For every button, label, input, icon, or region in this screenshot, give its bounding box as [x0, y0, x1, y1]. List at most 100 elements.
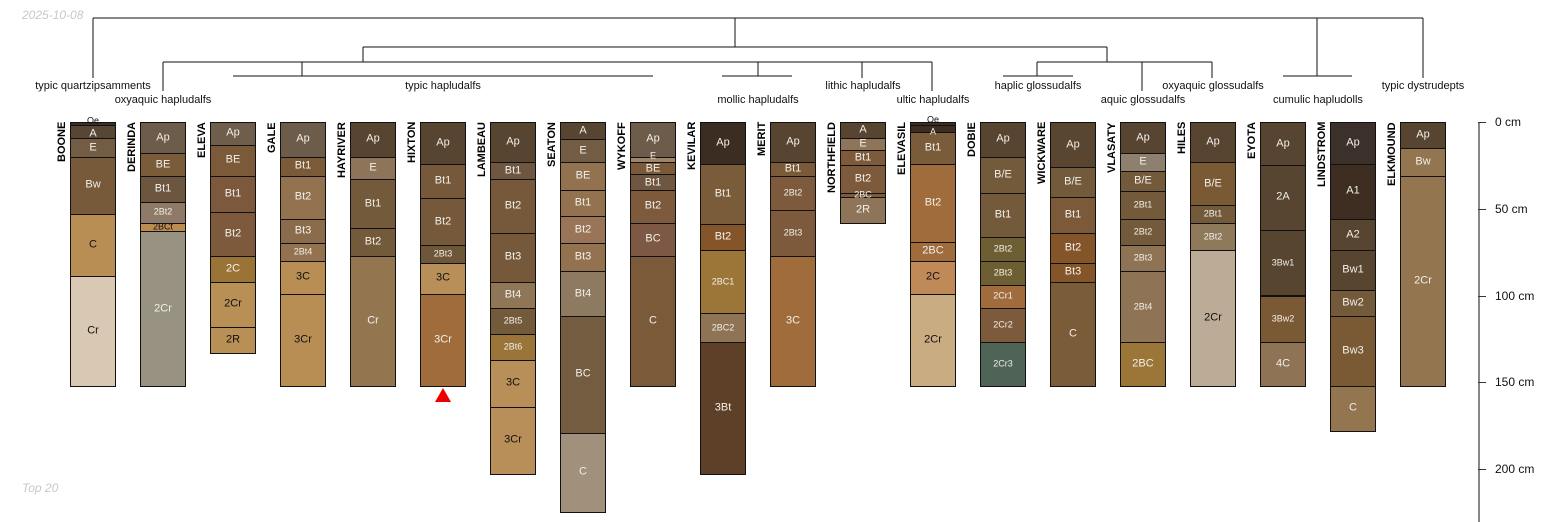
horizon-label: 3Cr: [434, 333, 452, 346]
horizon-label: 2Bt6: [503, 341, 523, 352]
horizon-label: 2BC: [922, 244, 944, 257]
horizon-label: Ap: [1136, 131, 1150, 144]
horizon: [210, 255, 256, 283]
horizon-label: 3Bt: [714, 401, 732, 414]
taxon-label: haplic glossudalfs: [994, 80, 1082, 92]
horizon-label: Bt2: [714, 230, 732, 243]
profile-name: ELKMOUND: [1386, 122, 1398, 186]
horizon-label: Bt3: [574, 250, 592, 263]
horizon: [280, 260, 326, 295]
taxon-label: mollic hapludalfs: [717, 94, 799, 106]
horizon: [980, 307, 1026, 344]
horizon-label: Bw: [85, 178, 101, 191]
horizon-label: 2Bt2: [1203, 231, 1223, 241]
horizon: [1190, 250, 1236, 387]
horizon-label: Bt1: [434, 174, 452, 187]
horizon-label: Bt1: [154, 182, 172, 195]
horizon-label: A: [859, 123, 867, 136]
horizon-label: BE: [645, 162, 661, 175]
horizon-label: Ap: [436, 136, 450, 149]
horizon: [1260, 165, 1306, 231]
horizon: [490, 307, 536, 335]
horizon-label: 2C: [225, 262, 241, 275]
taxon-label: aquic glossudalfs: [1100, 94, 1186, 106]
horizon-label: 2BC: [1132, 357, 1154, 370]
horizon-label: 2Bt1: [1133, 199, 1153, 210]
horizon-label: Ap: [226, 126, 240, 139]
horizon: [1330, 163, 1376, 221]
horizon-label: E: [1139, 155, 1147, 168]
horizon-label: Bw1: [1342, 263, 1364, 276]
taxon-label: oxyaquic hapludalfs: [114, 94, 212, 106]
horizon-label: A1: [1346, 184, 1360, 197]
horizon-label: Bt2: [644, 199, 662, 212]
depth-tick-label: 200 cm: [1495, 462, 1535, 476]
profile-name: VLASATY: [1106, 122, 1118, 173]
horizon-label: BC: [645, 232, 661, 245]
depth-tick: [1478, 122, 1486, 123]
horizon-label: E: [859, 137, 867, 150]
horizon: [1330, 385, 1376, 432]
horizon: [700, 122, 746, 165]
horizon: [980, 122, 1026, 158]
horizon: [350, 255, 396, 387]
horizon-label: C: [1069, 327, 1077, 340]
horizon-label: 2R: [855, 203, 871, 216]
horizon-label: 2Bt3: [433, 248, 453, 259]
profile-name: HIXTON: [406, 121, 418, 163]
horizon-label: Bt1: [364, 197, 382, 210]
horizon-label: B/E: [1064, 175, 1082, 188]
profile-name: DERINDA: [126, 121, 138, 172]
horizon-label: Bt1: [924, 141, 942, 154]
horizon: [1120, 245, 1166, 273]
horizon-label: 3Bw2: [1271, 313, 1295, 324]
horizon-label: Bt2: [504, 199, 522, 212]
horizon-label: 3C: [785, 314, 801, 327]
horizon: [910, 163, 956, 243]
horizon: [1260, 295, 1306, 344]
horizon-label: 2Bt4: [293, 246, 313, 257]
horizon-label: 2Bt2: [993, 243, 1013, 254]
horizon-label: Ap: [156, 131, 170, 144]
horizon-label: B/E: [994, 168, 1012, 181]
depth-axis-line: [1478, 122, 1480, 522]
taxon-label: oxyaquic glossudalfs: [1162, 80, 1264, 92]
horizon: [700, 163, 746, 226]
horizon-label: 2C: [925, 270, 941, 283]
horizon-label: Ap: [1206, 135, 1220, 148]
horizon-label: Oe: [926, 114, 940, 125]
horizon-label: Bt2: [224, 227, 242, 240]
horizon-label: 2BC2: [711, 322, 735, 333]
horizon: [1330, 290, 1376, 318]
depth-tick: [1478, 469, 1486, 470]
horizon: [210, 144, 256, 177]
horizon-label: B/E: [1134, 174, 1152, 187]
horizon-label: 2Cr: [924, 333, 942, 346]
horizon: [1400, 122, 1446, 150]
dendrogram-glossudalf-branch: [1036, 61, 1213, 91]
horizon: [770, 255, 816, 387]
horizon-label: Bt1: [784, 162, 802, 175]
horizon-label: 3C: [295, 270, 311, 283]
horizon: [70, 156, 116, 215]
horizon-label: 2Cr2: [993, 319, 1013, 330]
horizon-label: 2BC: [854, 189, 872, 200]
profile-name: DOBIE: [966, 122, 978, 157]
horizon: [350, 227, 396, 257]
dendrogram-hapludalf-branch: [162, 61, 933, 91]
horizon: [70, 276, 116, 387]
horizon: [1050, 196, 1096, 235]
horizon-label: A2: [1346, 228, 1360, 241]
caption: Top 20: [22, 481, 59, 495]
horizon-label: Ap: [296, 132, 310, 145]
horizon: [980, 342, 1026, 387]
horizon-label: 2R: [225, 333, 241, 346]
horizon-label: 2BCt: [152, 221, 174, 232]
horizon: [560, 316, 606, 434]
horizon-label: 2Bt1: [1203, 208, 1223, 219]
horizon-label: 3C: [435, 271, 451, 284]
horizon: [1120, 271, 1166, 344]
horizon-label: Bt2: [924, 196, 942, 209]
depth-tick-label: 150 cm: [1495, 375, 1535, 390]
horizon: [1190, 222, 1236, 252]
